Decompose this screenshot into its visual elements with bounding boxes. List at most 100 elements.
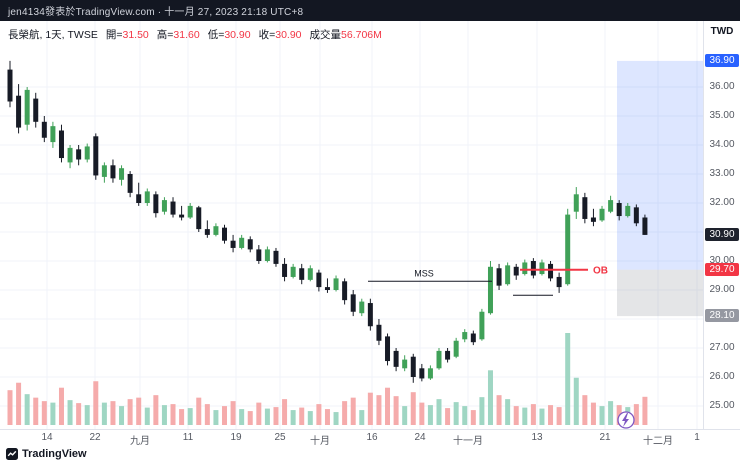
volume-bar [487, 370, 493, 425]
volume-value: 56.706M [341, 29, 382, 41]
candle-body [505, 265, 511, 285]
volume-bar [247, 411, 253, 425]
candle-body [402, 359, 408, 369]
volume-bar [470, 410, 476, 425]
volume-bar [119, 406, 125, 425]
candle-body [196, 207, 202, 230]
candle-body [222, 227, 227, 241]
candle-body [264, 249, 270, 261]
volume-bar [110, 401, 116, 425]
volume-bar [24, 394, 30, 425]
volume-bar [462, 406, 468, 425]
candle-body [307, 268, 313, 280]
volume-bar [76, 403, 82, 425]
tradingview-logo[interactable]: TradingView [6, 447, 87, 460]
volume-bar [642, 396, 648, 425]
candle-body [76, 149, 82, 160]
candle-body [101, 165, 107, 177]
candle-body [573, 194, 579, 212]
volume-bar [256, 402, 262, 425]
volume-bar [548, 405, 554, 425]
time-tick: 十月 [310, 436, 330, 447]
attribution-text: jen4134發表於TradingView.com · 十一月 27, 2023… [8, 7, 304, 18]
volume-bar [479, 397, 485, 425]
time-tick: 24 [414, 432, 426, 443]
time-tick: 22 [89, 432, 101, 443]
candle-body [239, 237, 245, 248]
price-tick: 35.00 [709, 110, 735, 121]
volume-bar [93, 381, 99, 425]
candle-body [127, 174, 133, 193]
ohlc-value: 30.90 [275, 29, 302, 41]
equals-sign: = [167, 29, 174, 41]
volume-bar [350, 397, 356, 425]
time-tick: 19 [230, 432, 242, 443]
price-badge-30.90: 30.90 [705, 227, 739, 241]
mss-line-label: MSS [414, 268, 434, 278]
volume-bar [565, 333, 571, 425]
ohlc-item-low: 低=30.90 [208, 29, 251, 41]
volume-bar [539, 408, 545, 425]
ohlc-label: 收 [258, 29, 270, 41]
volume-bar [410, 392, 416, 425]
candle-body [625, 205, 631, 217]
candle-body [316, 272, 322, 288]
price-tick: 25.00 [709, 400, 735, 411]
candle-body [119, 168, 125, 180]
equals-sign: = [116, 29, 123, 41]
volume-bar [204, 404, 210, 425]
volume-bar [187, 408, 193, 425]
candle-body [273, 250, 279, 264]
candle-body [385, 336, 391, 362]
ohlc-label: 高 [156, 29, 168, 41]
price-tick: 26.00 [709, 371, 735, 382]
price-tick: 33.00 [709, 168, 735, 179]
candle-body [58, 130, 64, 159]
candle-body [565, 214, 571, 285]
time-tick: 21 [599, 432, 611, 443]
candle-body [470, 333, 476, 343]
candle-body [616, 203, 622, 217]
time-axis[interactable]: 14 22 九月 11 19 25 十月 16 24 十一月 13 21 十二月 1 [0, 429, 740, 447]
time-tick: 13 [531, 432, 543, 443]
price-axis[interactable]: TWD 36.00 35.00 34.00 33.00 32.00 30.00 29.00 2… [703, 21, 740, 429]
candle-body [419, 368, 425, 379]
candle-body [513, 266, 519, 276]
ohlc-value: 30.90 [224, 29, 251, 41]
volume-bar [419, 402, 425, 425]
price-tick: 32.00 [709, 197, 735, 208]
volume-bar [299, 407, 305, 425]
volume-bar [196, 397, 202, 425]
candle-body [24, 89, 30, 125]
volume-bar [50, 402, 56, 425]
candle-body [7, 69, 13, 102]
volume-bar [170, 404, 176, 425]
candle-body [608, 200, 614, 212]
volume-bar [633, 404, 639, 425]
volume-bar [273, 407, 279, 425]
price-chart[interactable]: MSS OB [0, 21, 703, 429]
tradingview-logo-icon [6, 447, 18, 460]
candle-body [462, 332, 468, 340]
time-tick: 11 [182, 432, 194, 443]
price-tick: 27.00 [709, 342, 735, 353]
chart-pane[interactable]: MSS OB 長榮航, 1天, TWSE 開=31.50 高=31.60 低=30.90… [0, 21, 703, 429]
volume-bar [41, 401, 47, 425]
ohlc-label: 低 [207, 29, 219, 41]
projection-box-gray [617, 269, 703, 317]
time-tick: 十一月 [453, 436, 483, 447]
candle-body [256, 249, 262, 261]
volume-bar [556, 407, 562, 425]
candle-body [187, 205, 193, 218]
equals-sign: = [269, 29, 276, 41]
candle-body [290, 266, 296, 277]
tradingview-logo-text: TradingView [22, 447, 87, 460]
time-tick: 1 [694, 432, 700, 443]
candle-body [16, 95, 22, 128]
candle-body [548, 263, 554, 279]
candle-body [350, 294, 356, 312]
volume-bar [402, 406, 408, 425]
volume-bar [427, 405, 433, 425]
volume-bar [58, 387, 64, 425]
volume-bar [84, 405, 90, 425]
